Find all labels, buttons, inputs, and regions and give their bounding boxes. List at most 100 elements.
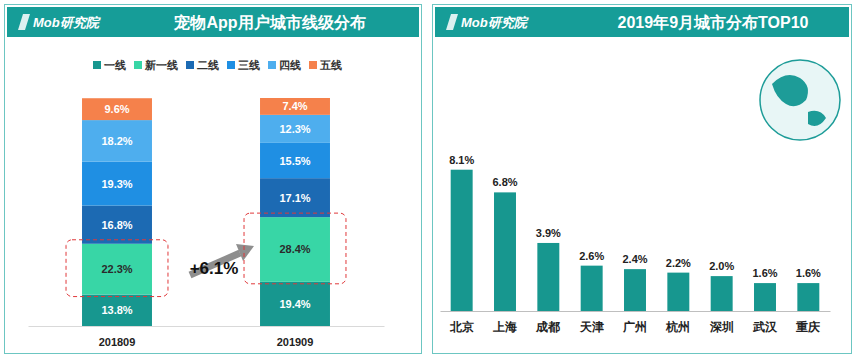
bar-segment [260,143,330,178]
bar [451,170,473,311]
logo-icon [18,14,30,30]
data-label: 12.3% [279,123,310,135]
data-label: 18.2% [101,135,132,147]
x-axis-line [29,326,385,327]
data-label: 15.5% [279,155,310,167]
globe-land [772,75,826,126]
legend-label: 三线 [238,59,260,71]
bar [494,192,516,311]
data-label: 2.4% [622,253,647,265]
legend-label: 四线 [279,59,301,71]
legend-label: 新一线 [144,59,178,71]
x-tick: 武汉 [752,320,778,334]
x-tick-label: 上海 [492,320,517,334]
highlight-box [66,240,168,297]
bar-segment [82,244,152,295]
data-label: 19.3% [101,178,132,190]
legend-label: 二线 [197,59,219,71]
data-label: 8.1% [449,154,474,166]
panel-frame [433,5,852,354]
data-labels: 13.8%19.4%22.3%28.4%16.8%17.1%19.3%15.5%… [101,100,310,316]
x-axis: 北京上海成都天津广州杭州深圳武汉重庆 [441,312,831,334]
chart-title: 2019年9月城市分布TOP10 [618,14,809,31]
x-tick-label: 杭州 [665,320,690,334]
data-label: 2.6% [579,250,604,262]
legend-swatch [134,61,142,69]
data-label: 9.6% [104,103,129,115]
data-label: 17.1% [279,192,310,204]
data-label: 22.3% [101,263,132,275]
x-tick: 天津 [579,320,604,334]
logo-text: Mob研究院 [461,15,529,30]
highlight-boxes [66,213,346,296]
x-tick-label: 深圳 [709,320,734,334]
data-label: 1.6% [752,267,777,279]
annotation: +6.1% [190,259,239,278]
bar [581,266,603,311]
legend-item: 三线 [227,59,260,71]
x-tick-label: 201909 [277,336,314,348]
x-axis: 201809 201909 [29,327,385,348]
highlight-box [244,213,346,284]
x-tick-label: 广州 [622,320,647,334]
bar-segment [260,115,330,143]
legend-item: 二线 [186,59,219,71]
x-tick: 重庆 [795,320,820,334]
logo-icon [446,14,458,30]
bar [667,273,689,311]
x-axis-line [441,311,831,312]
data-label: 13.8% [101,304,132,316]
legend-item: 一线 [93,59,126,71]
bar-segment [82,206,152,244]
data-label: 2.2% [666,257,691,269]
globe [760,60,840,140]
bar-segment [82,295,152,326]
chart-canvas: Mob研究院 宠物App用户城市线级分布 Mob研究院 2019年9月城市分布TOP1… [0,0,855,358]
legend-item: 新一线 [134,59,178,71]
data-label: 2.0% [709,260,734,272]
panel-header [435,7,849,37]
x-tick: 深圳 [709,320,734,334]
legend: 一线 新一线 二线 三线 四线 五线 [93,59,342,71]
panel: Mob研究院 2019年9月城市分布TOP10 [433,5,852,354]
bar-segment [82,120,152,161]
chart-title: 宠物App用户城市线级分布 [173,14,365,31]
data-label: 19.4% [279,298,310,310]
bar [797,283,819,311]
bar-segment [260,178,330,217]
x-tick-label: 重庆 [795,320,820,334]
x-tick: 成都 [535,320,560,334]
legend-label: 一线 [104,59,126,71]
bar [537,243,559,311]
bar [711,276,733,311]
legend-swatch [268,61,276,69]
bar-segment [260,217,330,282]
data-labels: 8.1% 6.8% 3.9% 2.6% 2.4% 2.2% 2.0% 1.6% 1.6% [449,154,821,279]
arrow-head [236,244,254,261]
x-tick: 广州 [622,320,647,334]
legend-label: 五线 [319,59,342,71]
bar [754,283,776,311]
bar-segment [260,98,330,115]
x-tick-label: 武汉 [752,320,778,334]
legend-swatch [93,61,101,69]
panel-frame [5,5,422,354]
legend-swatch [227,61,235,69]
data-label: 1.6% [796,267,821,279]
legend-item: 五线 [309,59,342,71]
x-tick: 201809 [99,336,136,348]
data-label: 3.9% [536,227,561,239]
data-label: 7.4% [282,100,307,112]
legend-swatch [186,61,194,69]
bar [624,269,646,311]
bars [451,170,820,311]
globe-decoration [760,60,840,140]
logo-text: Mob研究院 [33,15,101,30]
x-tick: 201909 [277,336,314,348]
x-tick-label: 201809 [99,336,136,348]
x-tick-label: 成都 [535,320,560,334]
x-tick: 上海 [492,320,517,334]
data-label: 6.8% [492,176,517,188]
legend-item: 四线 [268,59,301,71]
bars [82,98,330,326]
